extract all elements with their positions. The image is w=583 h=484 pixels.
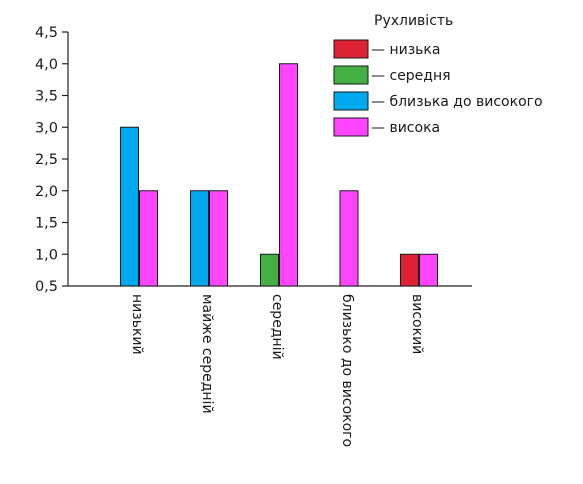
bar-4-3 — [279, 63, 298, 287]
y-tick-label: 2,0 — [35, 184, 58, 200]
legend-swatch — [333, 117, 369, 137]
y-tick-label: 2,5 — [35, 152, 58, 168]
legend-swatch — [333, 91, 369, 111]
y-tick-label: 1,0 — [35, 247, 58, 263]
legend-label: — висока — [371, 120, 440, 136]
y-tick-label: 4,0 — [35, 57, 58, 73]
x-category-label: середній — [269, 294, 285, 360]
bar-4-5 — [419, 253, 438, 287]
bar-3-1 — [120, 126, 139, 287]
x-category-label: низький — [129, 294, 145, 355]
x-category-label: високий — [409, 294, 425, 354]
bar-3-2 — [190, 190, 209, 287]
y-tick-label: 3,0 — [35, 120, 58, 136]
x-category-label: близько до високого — [339, 294, 355, 447]
bars — [120, 63, 438, 287]
x-category-labels: низький майже середній середній близько до … — [129, 294, 425, 447]
bar-4-4 — [339, 190, 359, 287]
legend-items: — низька — середня — близька до високого — … — [333, 39, 543, 137]
bar-4-2 — [209, 190, 228, 287]
legend-label: — середня — [371, 68, 451, 84]
legend-label: — близька до високого — [371, 94, 543, 110]
legend-swatch — [333, 39, 369, 59]
legend-swatch — [333, 65, 369, 85]
y-tick-label: 3,5 — [35, 89, 58, 105]
y-ticks: 0,5 1,0 1,5 2,0 2,5 3,0 3,5 4,0 4,5 — [35, 25, 68, 295]
y-tick-label: 1,5 — [35, 216, 58, 232]
bar-2-3 — [260, 253, 279, 287]
bar-4-1 — [139, 190, 158, 287]
legend-label: — низька — [371, 42, 440, 58]
legend: Рухливість — низька — середня — близька до… — [333, 13, 543, 137]
legend-title: Рухливість — [374, 13, 453, 29]
y-tick-label: 0,5 — [35, 279, 58, 295]
y-tick-label: 4,5 — [35, 25, 58, 41]
bar-1-5 — [400, 253, 419, 287]
x-category-label: майже середній — [199, 294, 215, 414]
